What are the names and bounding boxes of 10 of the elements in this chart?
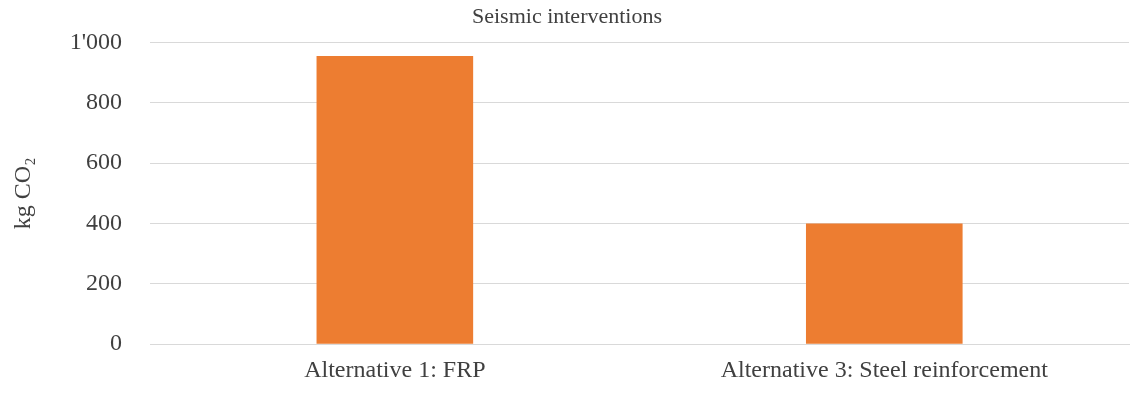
y-tick-label: 0 <box>110 329 123 356</box>
chart-title: Seismic interventions <box>471 2 663 28</box>
y-axis-title: kg CO₂ <box>8 157 35 230</box>
y-tick-label: 200 <box>86 269 123 296</box>
y-tick-label: 800 <box>86 88 123 115</box>
y-tick-label: 600 <box>86 148 123 175</box>
y-tick-label: 400 <box>86 208 123 235</box>
y-tick-label: 1'000 <box>69 27 123 54</box>
x-tick-label: Alternative 3: Steel reinforcement <box>720 355 1049 382</box>
x-tick-label: Alternative 1: FRP <box>304 355 486 382</box>
